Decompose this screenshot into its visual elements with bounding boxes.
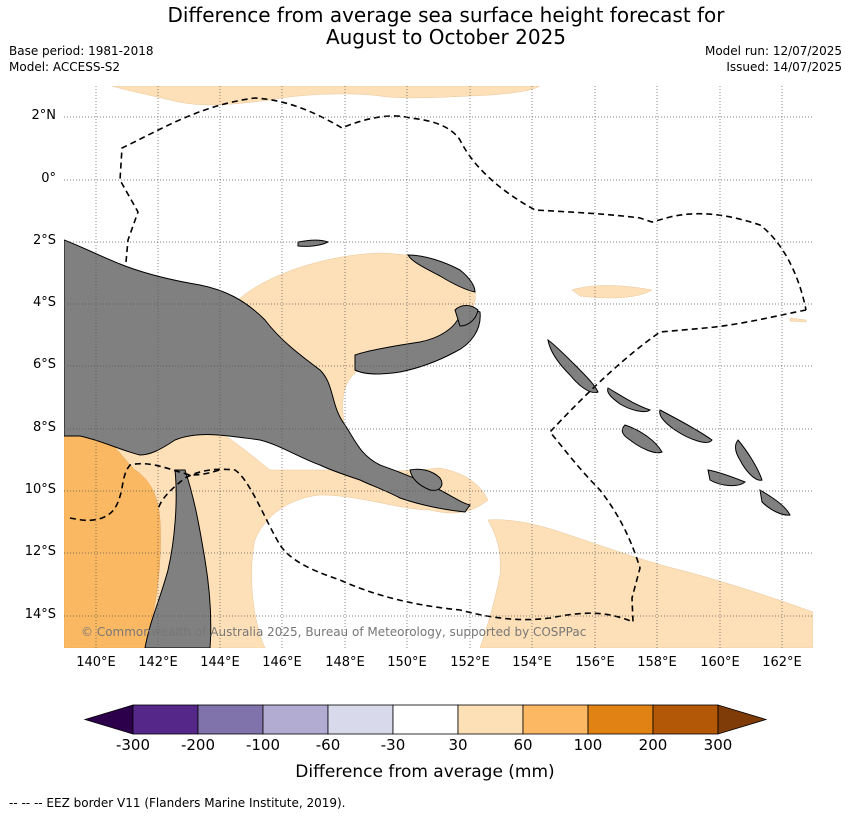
colorbar-tick-label: -30 (380, 736, 406, 754)
colorbar (83, 704, 768, 735)
lon-label: 142°E (138, 655, 178, 670)
lon-label: 158°E (637, 655, 677, 670)
base-period: Base period: 1981-2018 (9, 44, 154, 58)
chart-title: Difference from average sea surface heig… (0, 4, 850, 48)
lon-label: 140°E (76, 655, 116, 670)
copyright-notice: © Commonwealth of Australia 2025, Bureau… (81, 625, 587, 639)
colorbar-tick-label: -60 (315, 736, 341, 754)
lon-label: 160°E (700, 655, 740, 670)
lon-label: 154°E (512, 655, 552, 670)
colorbar-min-arrow (83, 704, 134, 735)
land-masses (64, 239, 791, 648)
graticule (64, 86, 813, 648)
colorbar-segment (522, 704, 589, 735)
colorbar-tick-label: 30 (448, 736, 468, 754)
eez-borders (69, 97, 807, 624)
title-line-1: Difference from average sea surface heig… (167, 3, 725, 27)
colorbar-tick-label: 200 (638, 736, 668, 754)
colorbar-tick-label: 60 (513, 736, 533, 754)
lat-label: 10°S (24, 482, 56, 497)
model-run: Model run: 12/07/2025 (704, 44, 842, 58)
colorbar-tick-label: 300 (703, 736, 733, 754)
colorbar-segment (587, 704, 654, 735)
colorbar-segment (262, 704, 329, 735)
lat-label: 2°S (32, 233, 56, 248)
colorbar-segment (457, 704, 524, 735)
lon-label: 162°E (762, 655, 802, 670)
colorbar-segment (652, 704, 719, 735)
colorbar-tick-label: -100 (245, 736, 281, 754)
lon-label: 148°E (325, 655, 365, 670)
colorbar-segment (132, 704, 199, 735)
anomaly-30-60-region (64, 86, 813, 648)
colorbar-segment (392, 704, 459, 735)
model-name: Model: ACCESS-S2 (9, 60, 121, 74)
lat-label: 12°S (24, 544, 56, 559)
colorbar-max-arrow (717, 704, 768, 735)
meta-left: Base period: 1981-2018 Model: ACCESS-S2 (9, 43, 154, 75)
colorbar-title: Difference from average (mm) (295, 762, 555, 782)
lat-label: 8°S (32, 420, 56, 435)
colorbar-tick-label: 100 (573, 736, 603, 754)
colorbar-segment (197, 704, 264, 735)
eez-footnote: -- -- -- EEZ border V11 (Flanders Marine… (9, 796, 346, 810)
anomaly-60-100-region (64, 427, 161, 648)
lat-label: 14°S (24, 607, 56, 622)
lon-label: 156°E (575, 655, 615, 670)
lon-label: 152°E (450, 655, 490, 670)
lat-label: 0° (41, 171, 56, 186)
lon-label: 144°E (200, 655, 240, 670)
lon-label: 146°E (262, 655, 302, 670)
title-line-2: August to October 2025 (325, 25, 567, 49)
lat-label: 2°N (31, 108, 57, 123)
lon-label: 150°E (387, 655, 427, 670)
lat-label: 6°S (32, 357, 56, 372)
colorbar-tick-label: -300 (115, 736, 151, 754)
colorbar-tick-label: -200 (180, 736, 216, 754)
colorbar-segment (327, 704, 394, 735)
lat-label: 4°S (32, 295, 56, 310)
issued-date: Issued: 14/07/2025 (726, 60, 842, 74)
meta-right: Model run: 12/07/2025 Issued: 14/07/2025 (705, 43, 842, 75)
